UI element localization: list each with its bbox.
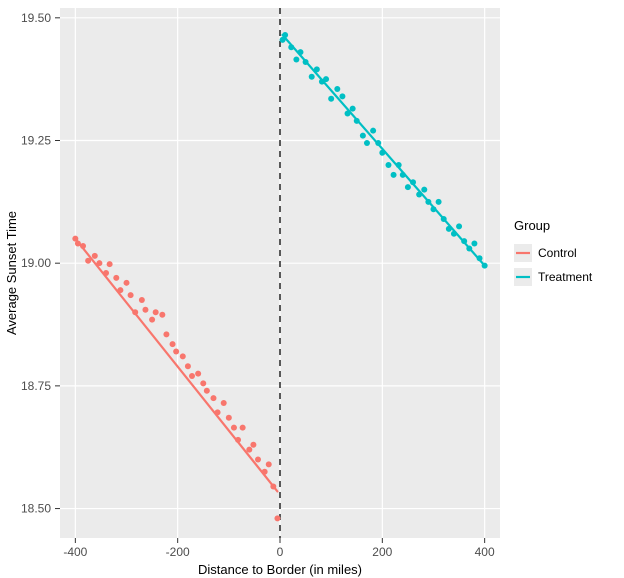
- x-tick-label: 200: [372, 545, 392, 559]
- point-control: [124, 280, 130, 286]
- point-control: [139, 297, 145, 303]
- point-treatment: [364, 140, 370, 146]
- point-treatment: [425, 199, 431, 205]
- point-control: [180, 353, 186, 359]
- point-treatment: [446, 226, 452, 232]
- point-control: [262, 469, 268, 475]
- point-control: [132, 309, 138, 315]
- x-tick-label: 400: [475, 545, 495, 559]
- point-control: [266, 461, 272, 467]
- point-treatment: [375, 140, 381, 146]
- point-control: [226, 415, 232, 421]
- point-treatment: [400, 172, 406, 178]
- point-treatment: [293, 57, 299, 63]
- point-treatment: [396, 162, 402, 168]
- point-control: [210, 395, 216, 401]
- point-treatment: [309, 74, 315, 80]
- point-treatment: [350, 106, 356, 112]
- point-treatment: [360, 133, 366, 139]
- point-treatment: [303, 59, 309, 65]
- point-treatment: [451, 231, 457, 237]
- point-control: [200, 380, 206, 386]
- point-treatment: [385, 162, 391, 168]
- point-control: [153, 309, 159, 315]
- point-control: [96, 260, 102, 266]
- point-control: [255, 456, 261, 462]
- point-control: [85, 258, 91, 264]
- point-control: [92, 253, 98, 259]
- y-tick-label: 18.75: [21, 379, 51, 393]
- point-control: [231, 425, 237, 431]
- point-control: [128, 292, 134, 298]
- legend-title: Group: [514, 218, 550, 233]
- point-treatment: [416, 191, 422, 197]
- point-control: [149, 317, 155, 323]
- point-treatment: [282, 32, 288, 38]
- point-control: [195, 371, 201, 377]
- point-treatment: [436, 199, 442, 205]
- point-treatment: [370, 128, 376, 134]
- point-treatment: [466, 245, 472, 251]
- point-treatment: [328, 96, 334, 102]
- point-control: [80, 243, 86, 249]
- point-control: [103, 270, 109, 276]
- point-control: [170, 341, 176, 347]
- point-treatment: [391, 172, 397, 178]
- point-treatment: [410, 179, 416, 185]
- point-treatment: [456, 223, 462, 229]
- legend-label: Treatment: [538, 270, 593, 284]
- point-control: [163, 331, 169, 337]
- point-control: [189, 373, 195, 379]
- point-control: [215, 409, 221, 415]
- point-treatment: [421, 187, 427, 193]
- x-axis-title: Distance to Border (in miles): [198, 562, 362, 577]
- y-tick-label: 19.25: [21, 134, 51, 148]
- point-control: [246, 447, 252, 453]
- point-treatment: [297, 49, 303, 55]
- point-treatment: [430, 206, 436, 212]
- point-treatment: [482, 263, 488, 269]
- point-control: [250, 442, 256, 448]
- point-control: [159, 312, 165, 318]
- point-treatment: [461, 238, 467, 244]
- point-control: [235, 437, 241, 443]
- point-treatment: [471, 241, 477, 247]
- point-control: [113, 275, 119, 281]
- point-treatment: [354, 118, 360, 124]
- x-tick-label: 0: [277, 545, 284, 559]
- point-control: [173, 349, 179, 355]
- y-axis-title: Average Sunset Time: [4, 211, 19, 335]
- x-tick-label: -200: [166, 545, 190, 559]
- point-control: [270, 483, 276, 489]
- point-control: [204, 388, 210, 394]
- point-control: [240, 425, 246, 431]
- point-treatment: [477, 255, 483, 261]
- point-treatment: [405, 184, 411, 190]
- point-treatment: [323, 76, 329, 82]
- point-treatment: [345, 111, 351, 117]
- x-tick-label: -400: [63, 545, 87, 559]
- point-treatment: [441, 216, 447, 222]
- y-tick-label: 18.50: [21, 502, 51, 516]
- point-control: [185, 363, 191, 369]
- point-control: [75, 241, 81, 247]
- point-control: [274, 515, 280, 521]
- point-treatment: [314, 66, 320, 72]
- legend-label: Control: [538, 246, 577, 260]
- point-treatment: [334, 86, 340, 92]
- point-treatment: [288, 44, 294, 50]
- rd-scatter-chart: -400 -200 0 200 400 18.50 18.75 19.00 19.25 19.50…: [0, 0, 624, 578]
- point-treatment: [339, 93, 345, 99]
- point-control: [117, 287, 123, 293]
- point-control: [221, 400, 227, 406]
- point-treatment: [379, 150, 385, 156]
- point-control: [107, 261, 113, 267]
- y-tick-label: 19.50: [21, 11, 51, 25]
- y-tick-label: 19.00: [21, 256, 51, 270]
- point-control: [142, 307, 148, 313]
